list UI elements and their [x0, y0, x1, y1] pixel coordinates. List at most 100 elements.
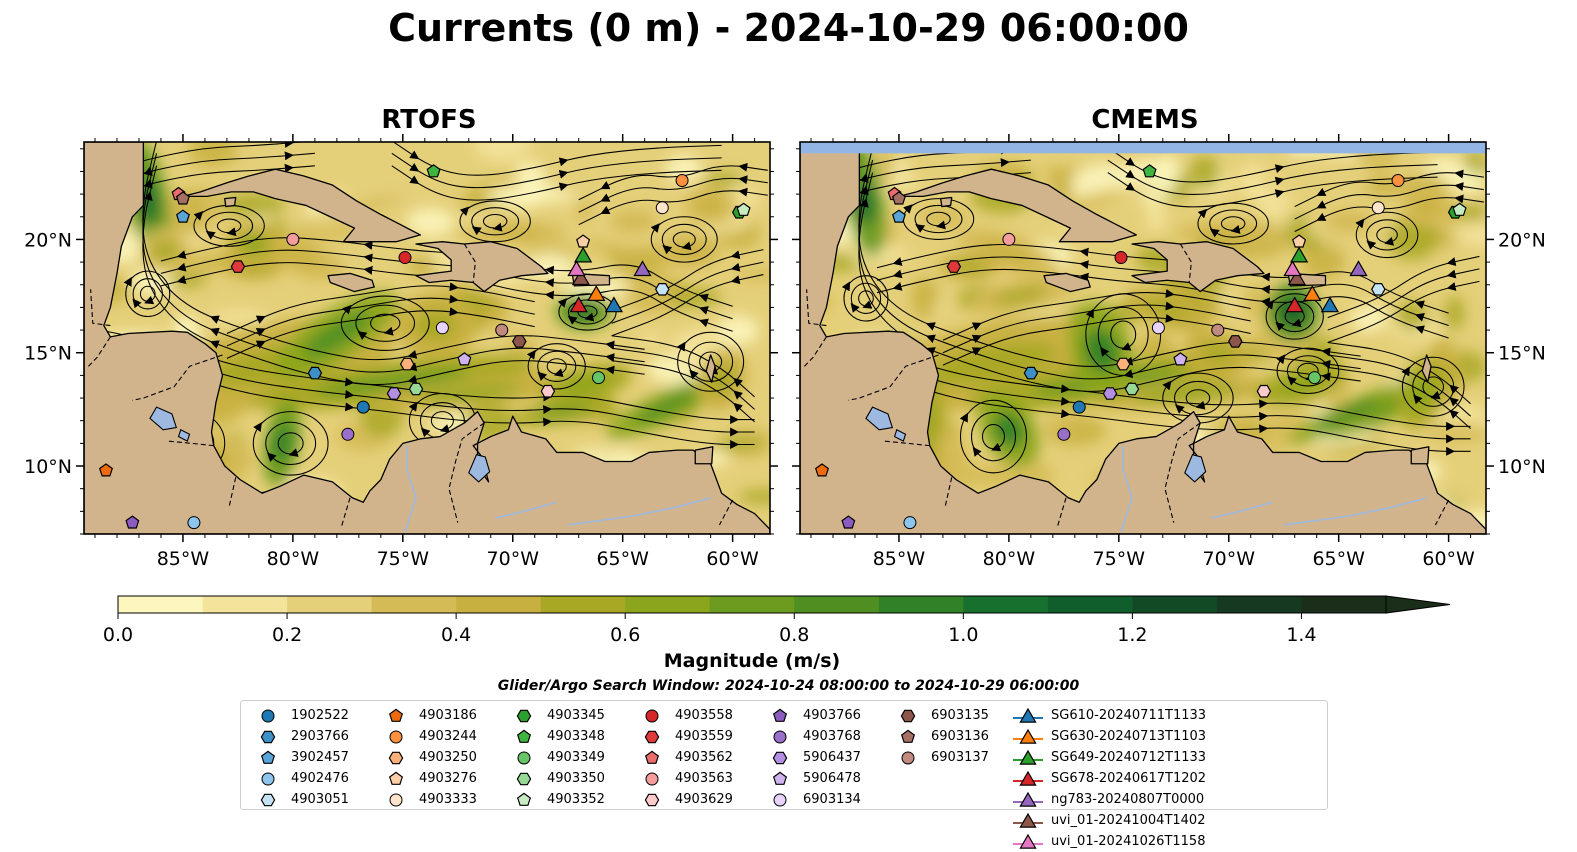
legend-entry: uvi_01-20241004T1402 — [1011, 810, 1206, 831]
legend-marker — [389, 730, 403, 743]
float-marker-6903137 — [495, 323, 509, 337]
float-marker-4903558 — [398, 251, 412, 265]
legend-entry-label: 6903137 — [931, 750, 989, 765]
legend-entry: 4903629 — [635, 789, 733, 810]
float-marker-5906437 — [386, 387, 402, 400]
colorbar-segment — [1216, 596, 1302, 613]
legend-entry-label: ng783-20240807T0000 — [1051, 792, 1205, 807]
legend-circle-marker-icon — [389, 793, 403, 806]
land — [800, 142, 1486, 534]
legend-entry-label: 1902522 — [291, 708, 349, 723]
legend-hexagon-marker-icon — [900, 709, 916, 722]
legend-entry-label: 4903250 — [419, 750, 477, 765]
legend-column: 4903345 4903348 4903349 4903350 4903352 — [507, 705, 605, 810]
float-marker-4903349 — [592, 371, 605, 385]
float-marker-4903350 — [408, 382, 424, 396]
legend-marker — [1019, 833, 1037, 849]
legend-entry-label: 4903345 — [547, 708, 605, 723]
legend-entry: 4903562 — [635, 747, 733, 768]
float-marker-4903250 — [1115, 357, 1131, 371]
lake — [1184, 454, 1207, 483]
legend-entry: 4903333 — [379, 789, 477, 810]
float-marker-4903350 — [1124, 382, 1140, 396]
legend-entry-label: SG610-20240711T1133 — [1051, 708, 1207, 723]
legend-circle-marker-icon — [773, 793, 787, 806]
map-panel-cmems: 85°W 80°W 75°W 70°W 65°W 60°W 10°N 15°N 20°N — [792, 134, 1546, 570]
float-marker-4903766 — [841, 515, 856, 529]
glider-marker-SG649-20240712T1133 — [573, 246, 593, 263]
legend-marker — [644, 793, 660, 806]
legend-column: 4903766 4903768 5906437 5906478 6903134 — [763, 705, 861, 810]
legend-column: 4903558 4903559 4903562 4903563 4903629 — [635, 705, 733, 810]
map-frame — [799, 141, 1487, 535]
river — [1210, 501, 1273, 519]
border-line — [1164, 422, 1201, 523]
legend-marker — [516, 792, 532, 806]
colorbar-tick-label: 0.8 — [779, 624, 809, 646]
map-figure: 85°W 80°W 75°W 70°W 65°W 60°W10°N15°N20°N85°W… — [24, 134, 1546, 646]
legend-marker — [260, 793, 276, 806]
legend-entry: 2903766 — [251, 726, 349, 747]
colorbar-segment — [1301, 596, 1387, 613]
map-frame — [83, 141, 771, 535]
legend-entry-label: 4903186 — [419, 708, 477, 723]
legend-circle-marker-icon — [773, 730, 787, 743]
legend-column: SG610-20240711T1133 SG630-20240713T1103 SG… — [1011, 705, 1206, 852]
glider-marker-SG630-20240713T1103 — [1303, 285, 1322, 301]
legend-entry: 4903352 — [507, 789, 605, 810]
legend-entry-label: 4903562 — [675, 750, 733, 765]
legend-triangle-marker-icon — [1013, 770, 1043, 786]
river — [404, 445, 417, 532]
legend-column: 1902522 2903766 3902457 4902476 4903051 — [251, 705, 349, 810]
legend-entry: SG678-20240617T1202 — [1011, 768, 1206, 789]
float-marker-2903766 — [1023, 366, 1039, 380]
legend-entry: SG649-20240712T1133 — [1011, 747, 1206, 768]
legend-entry-label: 4903766 — [803, 708, 861, 723]
border-line — [1434, 499, 1450, 526]
glider-marker-SG678-20240617T1202 — [1285, 296, 1304, 313]
float-marker-4903333 — [655, 201, 669, 215]
border-line — [228, 477, 237, 507]
legend-entry: 4903244 — [379, 726, 477, 747]
float-marker-1902522 — [1072, 400, 1086, 414]
legend-entry-label: uvi_01-20241004T1402 — [1051, 813, 1206, 828]
panel-title-rtofs: RTOFS — [381, 105, 477, 135]
legend-marker — [1019, 749, 1037, 765]
colorbar-frame — [117, 595, 1387, 614]
float-marker-6903135 — [1228, 335, 1243, 348]
glider-marker-SG610-20240711T1133 — [604, 296, 624, 313]
legend-entry: 4903349 — [507, 747, 605, 768]
legend-hexagon-marker-icon — [388, 751, 404, 764]
colorbar-segment — [1132, 596, 1218, 613]
legend-pentagon-marker-icon — [388, 708, 404, 722]
legend-marker — [261, 709, 275, 722]
border-line — [340, 497, 351, 528]
legend-pentagon-marker-icon — [900, 729, 916, 743]
float-marker-4903244 — [1391, 174, 1405, 188]
legend-marker — [773, 793, 787, 806]
legend-entry: 4903348 — [507, 726, 605, 747]
legend-marker — [261, 772, 275, 785]
colorbar-label: Magnitude (m/s) — [663, 650, 841, 672]
legend-marker — [516, 729, 532, 743]
float-marker-4903186 — [814, 463, 830, 477]
legend-hexagon-marker-icon — [644, 793, 660, 806]
glider-marker-uvi_01-20241004T1402 — [1287, 269, 1307, 286]
legend-entry: 4903250 — [379, 747, 477, 768]
colorbar-tick-label: 1.4 — [1286, 624, 1316, 646]
lon-tick-label: 75°W — [1093, 548, 1146, 570]
float-marker-6903137 — [1211, 323, 1225, 337]
river — [1120, 445, 1133, 532]
legend-circle-marker-icon — [645, 772, 659, 785]
colorbar-segment — [878, 596, 964, 613]
float-marker-3902457 — [175, 209, 190, 223]
legend-entry-label: uvi_01-20241026T1158 — [1051, 834, 1206, 849]
float-marker-4903348 — [426, 164, 441, 178]
legend-entry-label: 4902476 — [291, 771, 349, 786]
legend-entry: 4903350 — [507, 768, 605, 789]
lon-tick-label: 65°W — [1312, 548, 1365, 570]
float-marker-4903558 — [1114, 251, 1128, 265]
legend-entry-label: 6903136 — [931, 729, 989, 744]
float-marker-4903768 — [341, 427, 355, 441]
border-line — [1056, 497, 1067, 528]
